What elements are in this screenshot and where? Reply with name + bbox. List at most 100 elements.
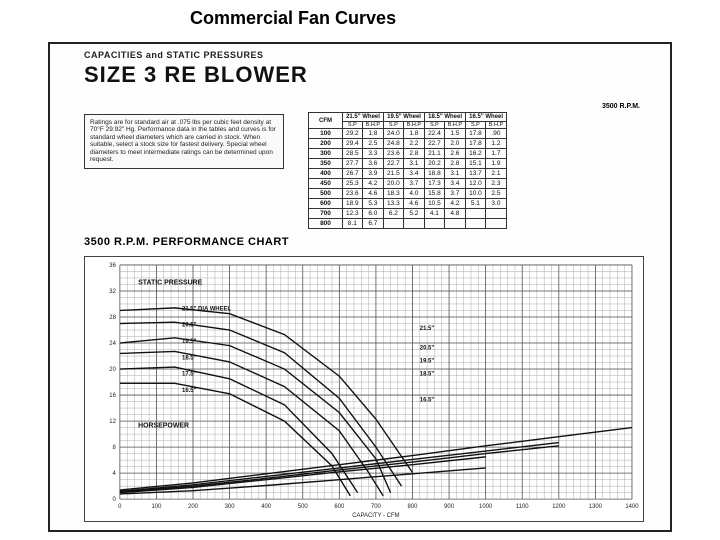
- svg-text:800: 800: [408, 504, 419, 510]
- data-cell: 22.4: [425, 129, 445, 139]
- data-cell: 5.3: [362, 199, 383, 209]
- data-cell: 4.6: [403, 199, 424, 209]
- data-cell: 3.4: [403, 169, 424, 179]
- data-cell: 6.7: [362, 219, 383, 229]
- data-cell: 4.2: [362, 179, 383, 189]
- data-cell: 6.0: [362, 209, 383, 219]
- data-cell: 20.0: [384, 179, 404, 189]
- cfm-cell: 600: [309, 199, 343, 209]
- svg-text:16: 16: [109, 393, 116, 399]
- data-cell: 2.8: [403, 149, 424, 159]
- sub-header-cell: B.H.P: [485, 122, 506, 129]
- sub-header-cell: B.H.P: [362, 122, 383, 129]
- capacity-table: CFM 21.5" Wheel 19.5" Wheel 18.5" Wheel …: [308, 112, 507, 229]
- svg-text:500: 500: [298, 504, 309, 510]
- cfm-header: CFM: [309, 113, 343, 129]
- svg-text:12: 12: [109, 419, 116, 425]
- sub-header-cell: S.P: [466, 122, 486, 129]
- svg-text:1200: 1200: [552, 504, 566, 510]
- data-cell: 22.7: [425, 139, 445, 149]
- data-cell: 21.5: [384, 169, 404, 179]
- ratings-note: Ratings are for standard air at .075 lbs…: [84, 114, 284, 169]
- data-cell: [485, 209, 506, 219]
- data-cell: 5.2: [403, 209, 424, 219]
- svg-text:700: 700: [371, 504, 382, 510]
- svg-text:STATIC PRESSURE: STATIC PRESSURE: [138, 279, 202, 286]
- data-cell: [403, 219, 424, 229]
- data-cell: 1.8: [362, 129, 383, 139]
- wheel-header-3: 16.5" Wheel: [466, 113, 507, 122]
- data-cell: 29.4: [343, 139, 363, 149]
- wheel-header-1: 19.5" Wheel: [384, 113, 425, 122]
- data-cell: 24.0: [384, 129, 404, 139]
- svg-text:900: 900: [444, 504, 455, 510]
- svg-text:16.5": 16.5": [182, 388, 197, 394]
- data-cell: [466, 219, 486, 229]
- data-cell: [384, 219, 404, 229]
- svg-text:20.5": 20.5": [182, 323, 197, 329]
- data-cell: 10.5: [425, 199, 445, 209]
- data-cell: 3.3: [362, 149, 383, 159]
- cfm-cell: 700: [309, 209, 343, 219]
- cfm-cell: 300: [309, 149, 343, 159]
- data-cell: 6.2: [384, 209, 404, 219]
- data-cell: 22.7: [384, 159, 404, 169]
- sub-header-cell: B.H.P: [403, 122, 424, 129]
- svg-text:0: 0: [113, 497, 117, 503]
- data-cell: 29.2: [343, 129, 363, 139]
- svg-text:0: 0: [118, 504, 122, 510]
- document-frame: CAPACITIES and STATIC PRESSURES SIZE 3 R…: [48, 42, 672, 532]
- svg-text:300: 300: [225, 504, 236, 510]
- sub-header-cell: B.H.P: [444, 122, 465, 129]
- data-cell: 3.6: [362, 159, 383, 169]
- svg-text:24: 24: [109, 341, 116, 347]
- data-cell: 2.6: [444, 149, 465, 159]
- size-header: SIZE 3 RE BLOWER: [84, 62, 308, 88]
- svg-text:16.5": 16.5": [420, 398, 435, 404]
- data-cell: 12.3: [343, 209, 363, 219]
- svg-text:19.5": 19.5": [182, 339, 197, 345]
- sub-header-cell: S.P: [343, 122, 363, 129]
- svg-text:HORSEPOWER: HORSEPOWER: [138, 423, 189, 430]
- data-cell: 17.8: [466, 129, 486, 139]
- svg-text:18.5": 18.5": [420, 372, 435, 378]
- svg-text:17.5": 17.5": [182, 372, 197, 378]
- data-cell: 2.5: [485, 189, 506, 199]
- data-cell: 8.1: [343, 219, 363, 229]
- data-cell: 18.9: [343, 199, 363, 209]
- table-row: 10029.21.824.01.822.41.517.8.90: [309, 129, 507, 139]
- data-cell: 2.5: [362, 139, 383, 149]
- svg-text:100: 100: [151, 504, 162, 510]
- data-cell: 4.8: [444, 209, 465, 219]
- cfm-cell: 800: [309, 219, 343, 229]
- table-row: 60018.95.313.34.610.54.25.13.0: [309, 199, 507, 209]
- sub-header-cell: S.P: [384, 122, 404, 129]
- cfm-cell: 400: [309, 169, 343, 179]
- data-cell: 3.0: [485, 199, 506, 209]
- data-cell: 16.2: [466, 149, 486, 159]
- data-cell: 1.5: [444, 129, 465, 139]
- svg-text:400: 400: [261, 504, 272, 510]
- data-cell: 17.8: [466, 139, 486, 149]
- svg-text:36: 36: [109, 263, 116, 269]
- table-row: 35027.73.622.73.120.22.815.11.9: [309, 159, 507, 169]
- svg-text:8: 8: [113, 445, 117, 451]
- data-cell: 3.4: [444, 179, 465, 189]
- data-cell: 3.1: [444, 169, 465, 179]
- page-title: Commercial Fan Curves: [190, 8, 396, 29]
- data-cell: 2.2: [403, 139, 424, 149]
- data-cell: 4.1: [425, 209, 445, 219]
- data-cell: 17.3: [425, 179, 445, 189]
- data-cell: .90: [485, 129, 506, 139]
- data-cell: 4.6: [362, 189, 383, 199]
- table-row: 20029.42.524.82.222.72.017.81.2: [309, 139, 507, 149]
- data-cell: 4.0: [403, 189, 424, 199]
- svg-text:200: 200: [188, 504, 199, 510]
- svg-text:1300: 1300: [589, 504, 603, 510]
- wheel-header-2: 18.5" Wheel: [425, 113, 466, 122]
- data-cell: 1.2: [485, 139, 506, 149]
- table-row: 70012.36.06.25.24.14.8: [309, 209, 507, 219]
- data-cell: [485, 219, 506, 229]
- data-cell: 13.7: [466, 169, 486, 179]
- data-cell: 1.7: [485, 149, 506, 159]
